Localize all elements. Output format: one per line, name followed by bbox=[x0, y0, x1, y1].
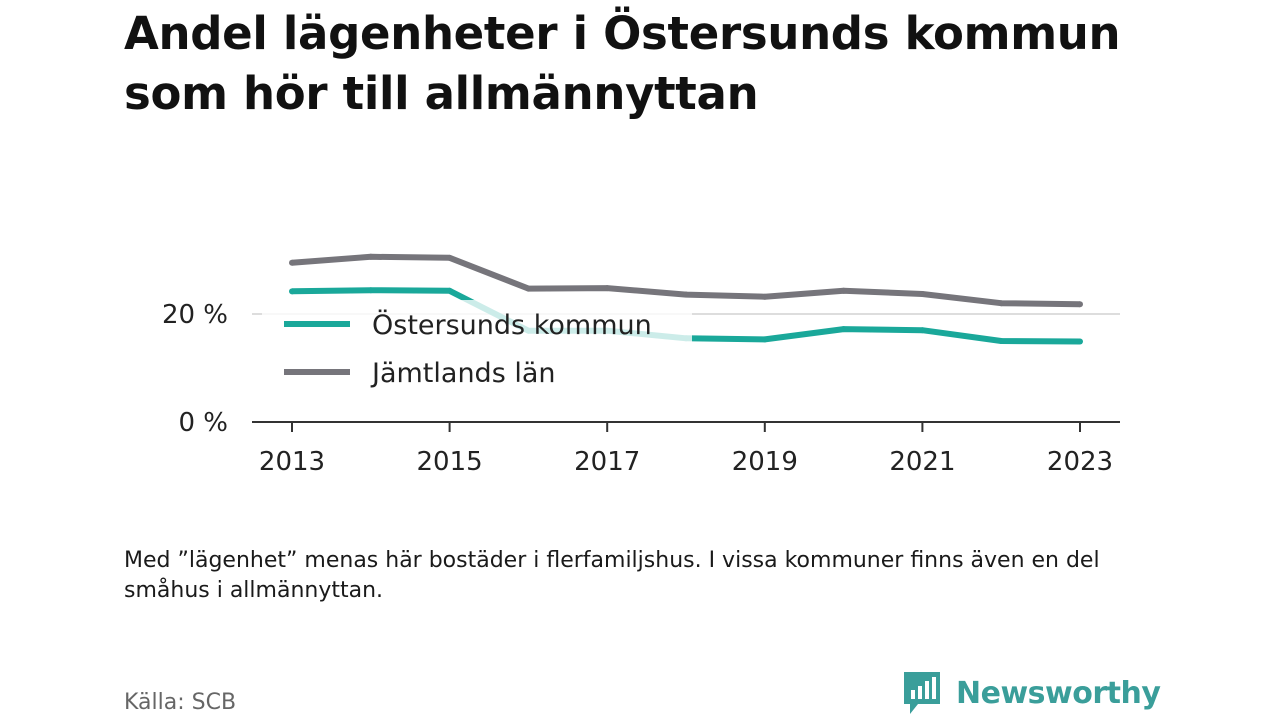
source-label: Källa: SCB bbox=[124, 690, 237, 715]
legend: Östersunds kommun Jämtlands län bbox=[262, 300, 692, 400]
data-point bbox=[998, 300, 1005, 307]
x-tick-label: 2015 bbox=[417, 447, 483, 477]
data-point bbox=[840, 287, 847, 294]
chart-title: Andel lägenheter i Östersunds kommun som… bbox=[124, 7, 1121, 120]
x-axis: 0 % 20 % 2013 2015 2017 2019 2021 2023 bbox=[162, 300, 1120, 477]
legend-label: Jämtlands län bbox=[370, 358, 556, 389]
data-point bbox=[761, 336, 768, 343]
data-point bbox=[683, 291, 689, 298]
data-point bbox=[367, 287, 374, 294]
legend-label: Östersunds kommun bbox=[372, 309, 652, 341]
x-tick-label: 2013 bbox=[259, 447, 325, 477]
data-point bbox=[289, 259, 295, 266]
data-point bbox=[919, 291, 926, 298]
brand-logo: Newsworthy bbox=[902, 670, 1161, 716]
data-point bbox=[289, 288, 295, 295]
newsworthy-logo-icon bbox=[904, 672, 940, 714]
data-point bbox=[367, 253, 374, 260]
brand-name: Newsworthy bbox=[956, 675, 1161, 711]
data-point bbox=[1077, 338, 1083, 345]
legend-background bbox=[262, 300, 692, 400]
x-tick-label: 2019 bbox=[732, 447, 798, 477]
x-tick-label: 2021 bbox=[889, 447, 955, 477]
x-tick-label: 2017 bbox=[574, 447, 640, 477]
data-point bbox=[1077, 301, 1083, 308]
data-point bbox=[604, 285, 611, 292]
data-point bbox=[446, 254, 453, 261]
data-point bbox=[998, 338, 1005, 344]
chart-footnote: Med ”lägenhet” menas här bostäder i fler… bbox=[124, 548, 1100, 603]
y-tick-label: 20 % bbox=[162, 300, 228, 330]
data-point bbox=[840, 326, 847, 333]
data-point bbox=[761, 293, 768, 300]
data-point bbox=[446, 287, 453, 294]
x-tick-label: 2023 bbox=[1047, 447, 1113, 477]
data-point bbox=[919, 327, 926, 334]
y-tick-label: 0 % bbox=[178, 408, 228, 438]
data-point bbox=[525, 285, 532, 292]
